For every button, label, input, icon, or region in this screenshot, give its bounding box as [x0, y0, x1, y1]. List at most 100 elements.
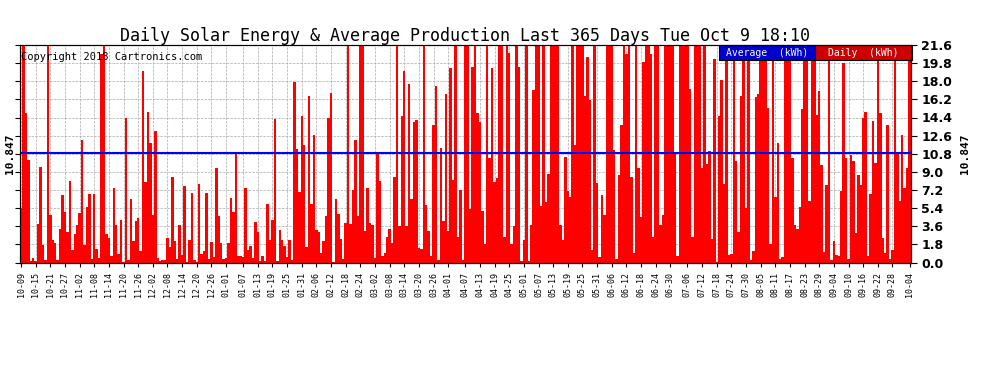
Bar	[471, 67, 474, 262]
Bar	[406, 226, 408, 262]
Bar	[711, 239, 713, 262]
Bar	[654, 45, 657, 262]
Bar	[86, 207, 88, 262]
Bar	[872, 121, 874, 262]
Bar	[149, 143, 151, 262]
Bar	[225, 258, 228, 262]
Bar	[93, 194, 95, 262]
Bar	[754, 97, 757, 262]
Bar	[606, 45, 608, 262]
Bar	[310, 204, 313, 262]
Bar	[281, 240, 283, 262]
Bar	[818, 91, 821, 262]
Bar	[661, 216, 664, 262]
Bar	[45, 260, 47, 262]
Bar	[679, 45, 681, 262]
Bar	[779, 259, 781, 262]
Bar	[701, 168, 703, 262]
Bar	[278, 230, 281, 262]
Bar	[852, 162, 854, 262]
Bar	[781, 257, 784, 262]
Bar	[364, 231, 366, 262]
Bar	[113, 188, 115, 262]
Bar	[42, 245, 45, 262]
Bar	[230, 198, 233, 262]
Bar	[54, 243, 56, 262]
Bar	[308, 96, 310, 262]
Bar	[50, 216, 51, 262]
Text: Average  (kWh): Average (kWh)	[727, 48, 809, 58]
Bar	[784, 45, 786, 262]
Bar	[613, 150, 616, 262]
Bar	[445, 94, 447, 262]
Bar	[454, 45, 456, 262]
Bar	[909, 45, 911, 262]
Bar	[530, 225, 533, 262]
Bar	[733, 45, 735, 262]
Bar	[676, 255, 679, 262]
Bar	[115, 225, 118, 262]
Bar	[589, 100, 591, 262]
Bar	[659, 225, 661, 262]
Bar	[173, 241, 176, 262]
Bar	[726, 56, 728, 262]
Bar	[511, 244, 513, 262]
Bar	[451, 180, 454, 262]
Bar	[154, 130, 156, 262]
Bar	[771, 45, 774, 262]
Bar	[681, 45, 684, 262]
Bar	[696, 45, 698, 262]
Bar	[181, 255, 183, 262]
Bar	[540, 207, 543, 262]
FancyBboxPatch shape	[720, 45, 816, 60]
Bar	[286, 257, 288, 262]
Bar	[508, 53, 511, 262]
Bar	[626, 54, 628, 262]
Bar	[218, 216, 220, 262]
Bar	[71, 250, 73, 262]
Bar	[828, 45, 831, 262]
Bar	[376, 154, 378, 262]
Bar	[896, 154, 899, 262]
Bar	[369, 223, 371, 262]
Bar	[657, 45, 659, 262]
Bar	[520, 261, 523, 262]
Bar	[271, 220, 273, 262]
Bar	[103, 45, 105, 262]
Bar	[88, 194, 91, 262]
Bar	[566, 191, 569, 262]
Bar	[127, 260, 130, 262]
Bar	[742, 45, 744, 262]
Bar	[135, 221, 137, 262]
Bar	[381, 256, 383, 262]
Bar	[95, 249, 98, 262]
Bar	[552, 45, 554, 262]
Bar	[506, 45, 508, 262]
Bar	[833, 242, 836, 262]
Bar	[198, 184, 200, 262]
Bar	[767, 108, 769, 262]
Bar	[81, 140, 83, 262]
Bar	[649, 54, 652, 262]
Text: 10.847: 10.847	[5, 133, 15, 174]
Bar	[401, 116, 403, 262]
Bar	[283, 246, 286, 262]
Bar	[479, 122, 481, 262]
Bar	[876, 45, 879, 262]
Bar	[838, 255, 840, 262]
Bar	[73, 234, 76, 262]
Bar	[269, 240, 271, 262]
Bar	[403, 71, 406, 262]
Bar	[591, 250, 593, 262]
Bar	[516, 45, 518, 262]
Bar	[264, 261, 266, 262]
Bar	[68, 181, 71, 262]
Bar	[518, 67, 520, 262]
FancyBboxPatch shape	[816, 45, 912, 60]
Bar	[371, 225, 374, 262]
Bar	[618, 175, 621, 262]
Bar	[151, 215, 154, 262]
Bar	[40, 167, 42, 262]
Bar	[647, 45, 649, 262]
Bar	[254, 222, 256, 262]
